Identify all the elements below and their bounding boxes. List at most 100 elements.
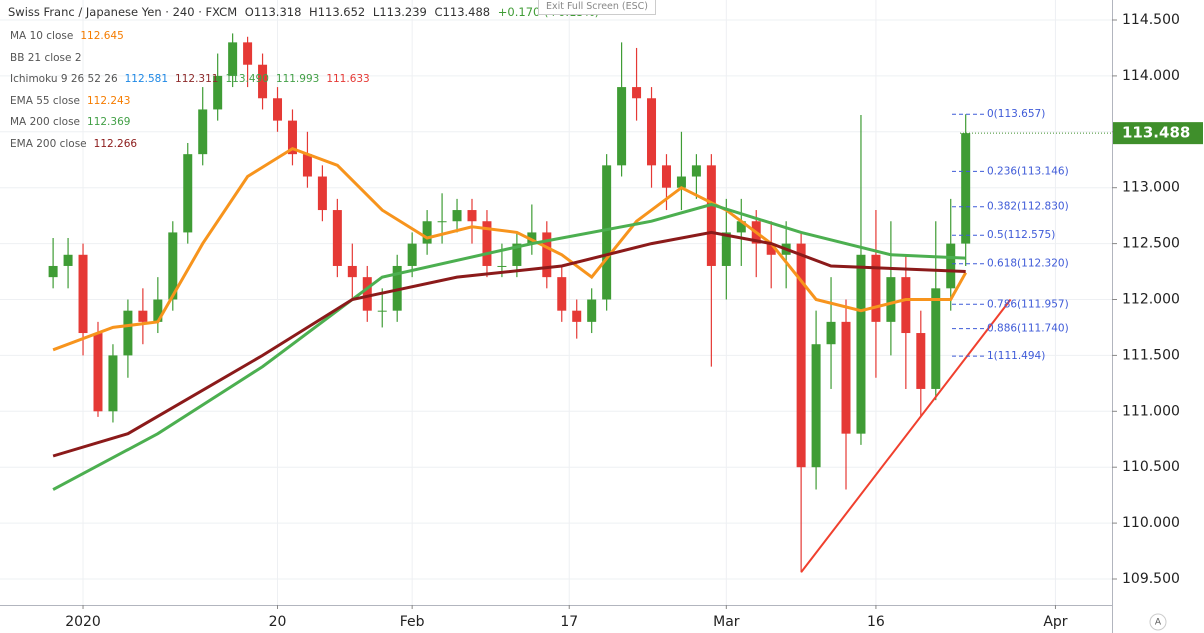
candle-body [647, 98, 657, 166]
y-tick-label: 113.000 [1122, 180, 1180, 196]
candle-body [467, 210, 477, 222]
candle-body [243, 42, 253, 65]
fib-label: 0.5(112.575) [987, 229, 1055, 241]
y-tick-label: 114.500 [1122, 12, 1180, 28]
ohlc-open: O113.318 [244, 5, 302, 19]
candle-body [108, 355, 118, 412]
indicator-legend: MA 10 close 112.645 BB 21 close 2 Ichimoku … [10, 26, 370, 155]
legend-row[interactable]: MA 10 close 112.645 [10, 26, 370, 48]
fib-label: 0.886(111.740) [987, 323, 1069, 335]
candle-body [48, 265, 58, 278]
legend-row[interactable]: MA 200 close 112.369 [10, 112, 370, 134]
candle-body [153, 299, 163, 322]
candle-body [826, 321, 836, 345]
indicator-name: Ichimoku 9 26 52 26 [10, 73, 118, 85]
x-tick-label: Mar [713, 614, 740, 630]
candle-body [617, 87, 627, 166]
x-tick-label: Feb [400, 614, 425, 630]
y-tick-label: 111.000 [1122, 403, 1180, 419]
indicator-name: MA 10 close [10, 30, 74, 42]
candle-body [317, 176, 327, 211]
y-tick-label: 112.000 [1122, 292, 1180, 308]
indicator-value: 111.993 [275, 73, 320, 85]
indicator-value: 112.311 [175, 73, 219, 85]
candle-body [63, 254, 73, 266]
ohlc-close: C113.488 [434, 5, 491, 19]
indicator-value: 113.490 [225, 73, 269, 85]
candle-body [437, 221, 447, 223]
x-tick-label: 17 [560, 614, 578, 630]
candle-body [572, 310, 582, 322]
candle-body [512, 243, 522, 266]
candle-body [856, 254, 866, 434]
candle-body [871, 254, 881, 322]
candle-body [392, 265, 402, 311]
exit-fullscreen-button[interactable]: Exit Full Screen (ESC) [538, 0, 656, 15]
fib-label: 0.618(112.320) [987, 258, 1069, 270]
indicator-name: MA 200 close [10, 116, 81, 128]
indicator-name: BB 21 close 2 [10, 51, 82, 64]
candle-body [213, 75, 223, 110]
fib-label: 1(111.494) [987, 350, 1045, 362]
candle-body [886, 277, 896, 322]
trendline [800, 298, 1012, 573]
indicator-line [52, 202, 966, 491]
x-tick-label: Apr [1043, 614, 1067, 630]
candle-body [287, 120, 297, 155]
last-price-box [1113, 122, 1203, 145]
indicator-value: 112.581 [124, 73, 169, 85]
indicator-value: 112.645 [80, 30, 124, 42]
candle-body [557, 277, 567, 311]
x-tick-label: 16 [867, 614, 885, 630]
indicator-name: EMA 200 close [10, 137, 87, 150]
fib-label: 0.786(111.957) [987, 298, 1069, 310]
candle-body [78, 254, 88, 334]
candle-body [946, 243, 956, 289]
y-tick-label: 111.500 [1122, 347, 1180, 363]
x-tick-label: 2020 [65, 614, 101, 630]
candle-body [332, 210, 342, 266]
y-tick-label: 110.000 [1122, 515, 1180, 531]
candle-body [916, 333, 926, 389]
ohlc-high: H113.652 [309, 5, 366, 19]
candle-body [661, 165, 671, 188]
candle-body [183, 154, 193, 233]
candle-body [796, 243, 806, 468]
auto-scale-button[interactable] [1149, 613, 1167, 631]
x-tick-label: 20 [269, 614, 287, 630]
indicator-value: 112.266 [93, 137, 138, 150]
candle-body [691, 165, 701, 177]
candle-body [377, 310, 387, 312]
candle-body [841, 321, 851, 434]
legend-row[interactable]: EMA 200 close 112.266 [10, 134, 370, 156]
candle-body [362, 277, 372, 311]
candle-body [961, 133, 971, 244]
candle-body [302, 154, 312, 177]
y-tick-label: 112.500 [1122, 236, 1180, 252]
candle-body [587, 299, 597, 322]
auto-scale-label: A [1155, 618, 1162, 628]
candle-body [542, 232, 552, 278]
legend-row[interactable]: BB 21 close 2 [10, 48, 370, 70]
candle-body [198, 109, 208, 155]
ohlc-low: L113.239 [372, 5, 427, 19]
y-tick-label: 110.500 [1122, 459, 1180, 475]
candle-body [706, 165, 716, 266]
candle-body [273, 98, 283, 121]
fib-label: 0.236(113.146) [987, 165, 1069, 177]
legend-row[interactable]: EMA 55 close 112.243 [10, 91, 370, 113]
candle-body [347, 265, 357, 278]
indicator-value: 112.369 [87, 116, 131, 128]
candle-body [901, 277, 911, 334]
candle-body [168, 232, 178, 300]
y-tick-label: 109.500 [1122, 571, 1180, 587]
candle-body [736, 221, 746, 233]
candle-body [721, 232, 731, 266]
last-price-label: 113.488 [1122, 124, 1190, 142]
candle-body [452, 210, 462, 222]
legend-row[interactable]: Ichimoku 9 26 52 26 112.581 112.311 113.490… [10, 69, 370, 91]
candle-body [811, 344, 821, 468]
candle-body [632, 87, 642, 99]
